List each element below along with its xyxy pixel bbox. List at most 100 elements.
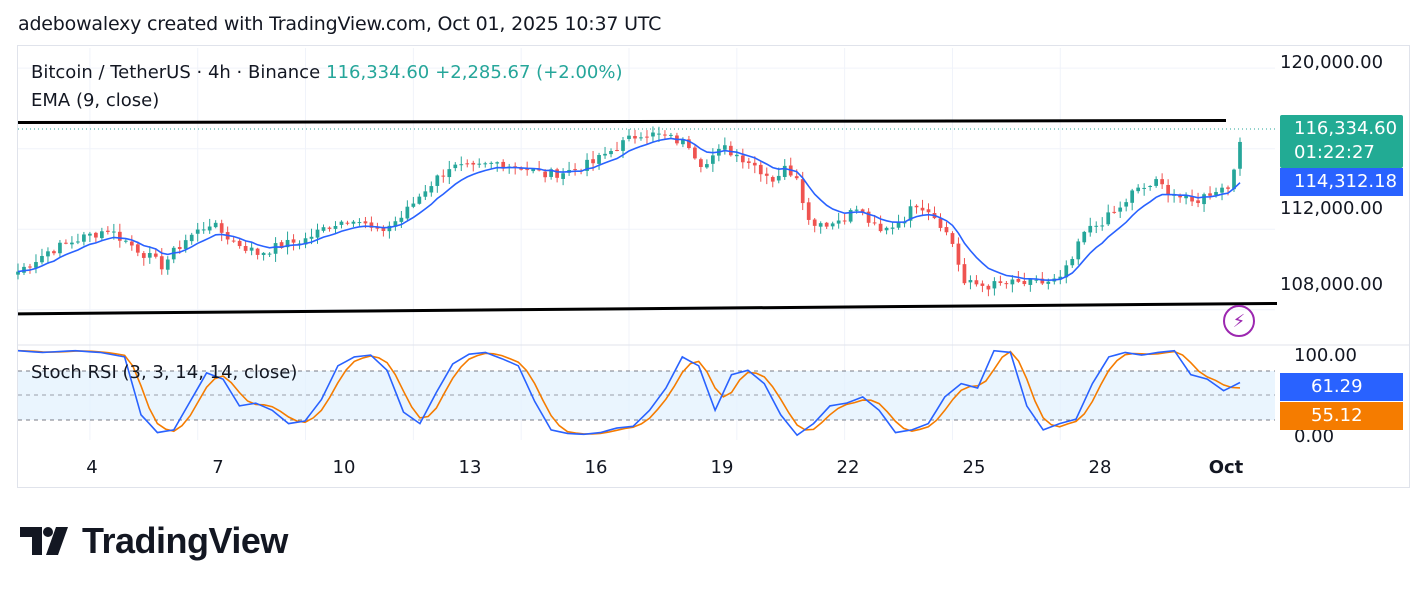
candle-body (609, 151, 613, 155)
y-tick-label: 108,000.00 (1280, 274, 1383, 295)
candle-body (399, 217, 404, 222)
candle-body (321, 227, 326, 231)
candle (609, 148, 613, 158)
candle (746, 157, 751, 169)
candle (866, 208, 871, 227)
candle-body (621, 140, 625, 151)
lightning-icon[interactable]: ⚡ (1223, 305, 1255, 337)
candle (1172, 189, 1176, 203)
candle-body (52, 251, 56, 254)
candle-body (776, 175, 781, 181)
candle (1118, 201, 1123, 218)
candle-body (884, 227, 889, 231)
candle-body (82, 234, 86, 242)
candle (567, 161, 571, 176)
candle (1142, 183, 1147, 196)
candle (489, 161, 494, 169)
candle (890, 222, 895, 235)
candle (495, 161, 500, 172)
candle-body (94, 232, 98, 238)
symbol-label: Bitcoin / TetherUS · 4h · Binance (31, 62, 321, 83)
candle (651, 126, 655, 142)
candle-body (249, 247, 254, 251)
candle (585, 153, 589, 177)
candle-body (339, 221, 344, 225)
candle (1064, 260, 1069, 284)
candle-body (237, 240, 242, 247)
candle (1112, 205, 1117, 214)
candle (483, 161, 488, 168)
candle-body (76, 241, 80, 243)
candle (818, 221, 823, 234)
candle (1184, 192, 1188, 205)
candle (627, 129, 631, 142)
stoch-k-line (17, 349, 1241, 437)
candle-body (944, 227, 949, 233)
candle-body (327, 227, 332, 229)
price-badge-value: 116,334.60 (1294, 118, 1398, 139)
candle-body (986, 285, 991, 290)
candle (129, 235, 134, 251)
candle-body (525, 169, 530, 171)
candle-body (267, 253, 272, 255)
stoch-k-badge: 61.29 (1280, 373, 1403, 401)
candle-body (782, 165, 787, 177)
candle-body (890, 227, 895, 229)
stoch-d-line (17, 349, 1241, 435)
ema-legend[interactable]: EMA (9, close) (31, 90, 160, 111)
candle-body (489, 162, 494, 164)
candle-body (926, 209, 931, 213)
candle-body (950, 233, 955, 244)
candle (573, 163, 577, 176)
upper-trendline (17, 119, 1227, 125)
candle-body (46, 251, 50, 257)
candle (1124, 198, 1129, 212)
candle-body (1196, 200, 1200, 204)
stoch-rsi-legend[interactable]: Stoch RSI (3, 3, 14, 14, close) (31, 362, 298, 383)
candle (1190, 189, 1194, 207)
candle (141, 251, 146, 266)
candle-body (693, 147, 697, 159)
candle-body (28, 266, 32, 268)
candle-body (1112, 211, 1117, 213)
candle-body (842, 220, 847, 222)
candle (465, 159, 470, 168)
candle (1148, 185, 1153, 191)
candle-body (411, 203, 416, 207)
candle-body (501, 161, 506, 169)
candle (806, 197, 811, 225)
candle-body (818, 223, 823, 227)
brand-name: TradingView (82, 520, 288, 561)
candle-body (639, 137, 643, 139)
candle-body (1202, 194, 1206, 205)
candle (758, 161, 763, 182)
candle (836, 212, 841, 229)
candle-body (423, 191, 428, 197)
candle-body (681, 139, 685, 145)
candle-body (1016, 278, 1021, 282)
candle (752, 156, 757, 174)
candle-body (201, 229, 206, 231)
candle-body (345, 222, 350, 224)
symbol-legend[interactable]: Bitcoin / TetherUS · 4h · Binance 116,334… (31, 62, 623, 83)
candle (1160, 173, 1164, 189)
candle-body (669, 134, 673, 136)
x-tick-label: 22 (837, 457, 860, 478)
candle-body (968, 280, 973, 283)
ema-badge: 114,312.18 (1280, 168, 1403, 196)
candle-body (591, 159, 595, 164)
candle-body (207, 226, 212, 231)
candle (201, 222, 206, 234)
candle-body (1214, 191, 1218, 196)
candle-body (165, 259, 170, 270)
candle-body (219, 223, 224, 233)
candle (471, 160, 476, 172)
candle-body (177, 247, 182, 249)
candle (82, 231, 86, 246)
candle (1238, 137, 1242, 176)
candle (52, 249, 56, 256)
price-badge: 116,334.60 01:22:27 (1280, 115, 1403, 168)
candle-body (531, 168, 536, 172)
candle-body (159, 256, 164, 270)
